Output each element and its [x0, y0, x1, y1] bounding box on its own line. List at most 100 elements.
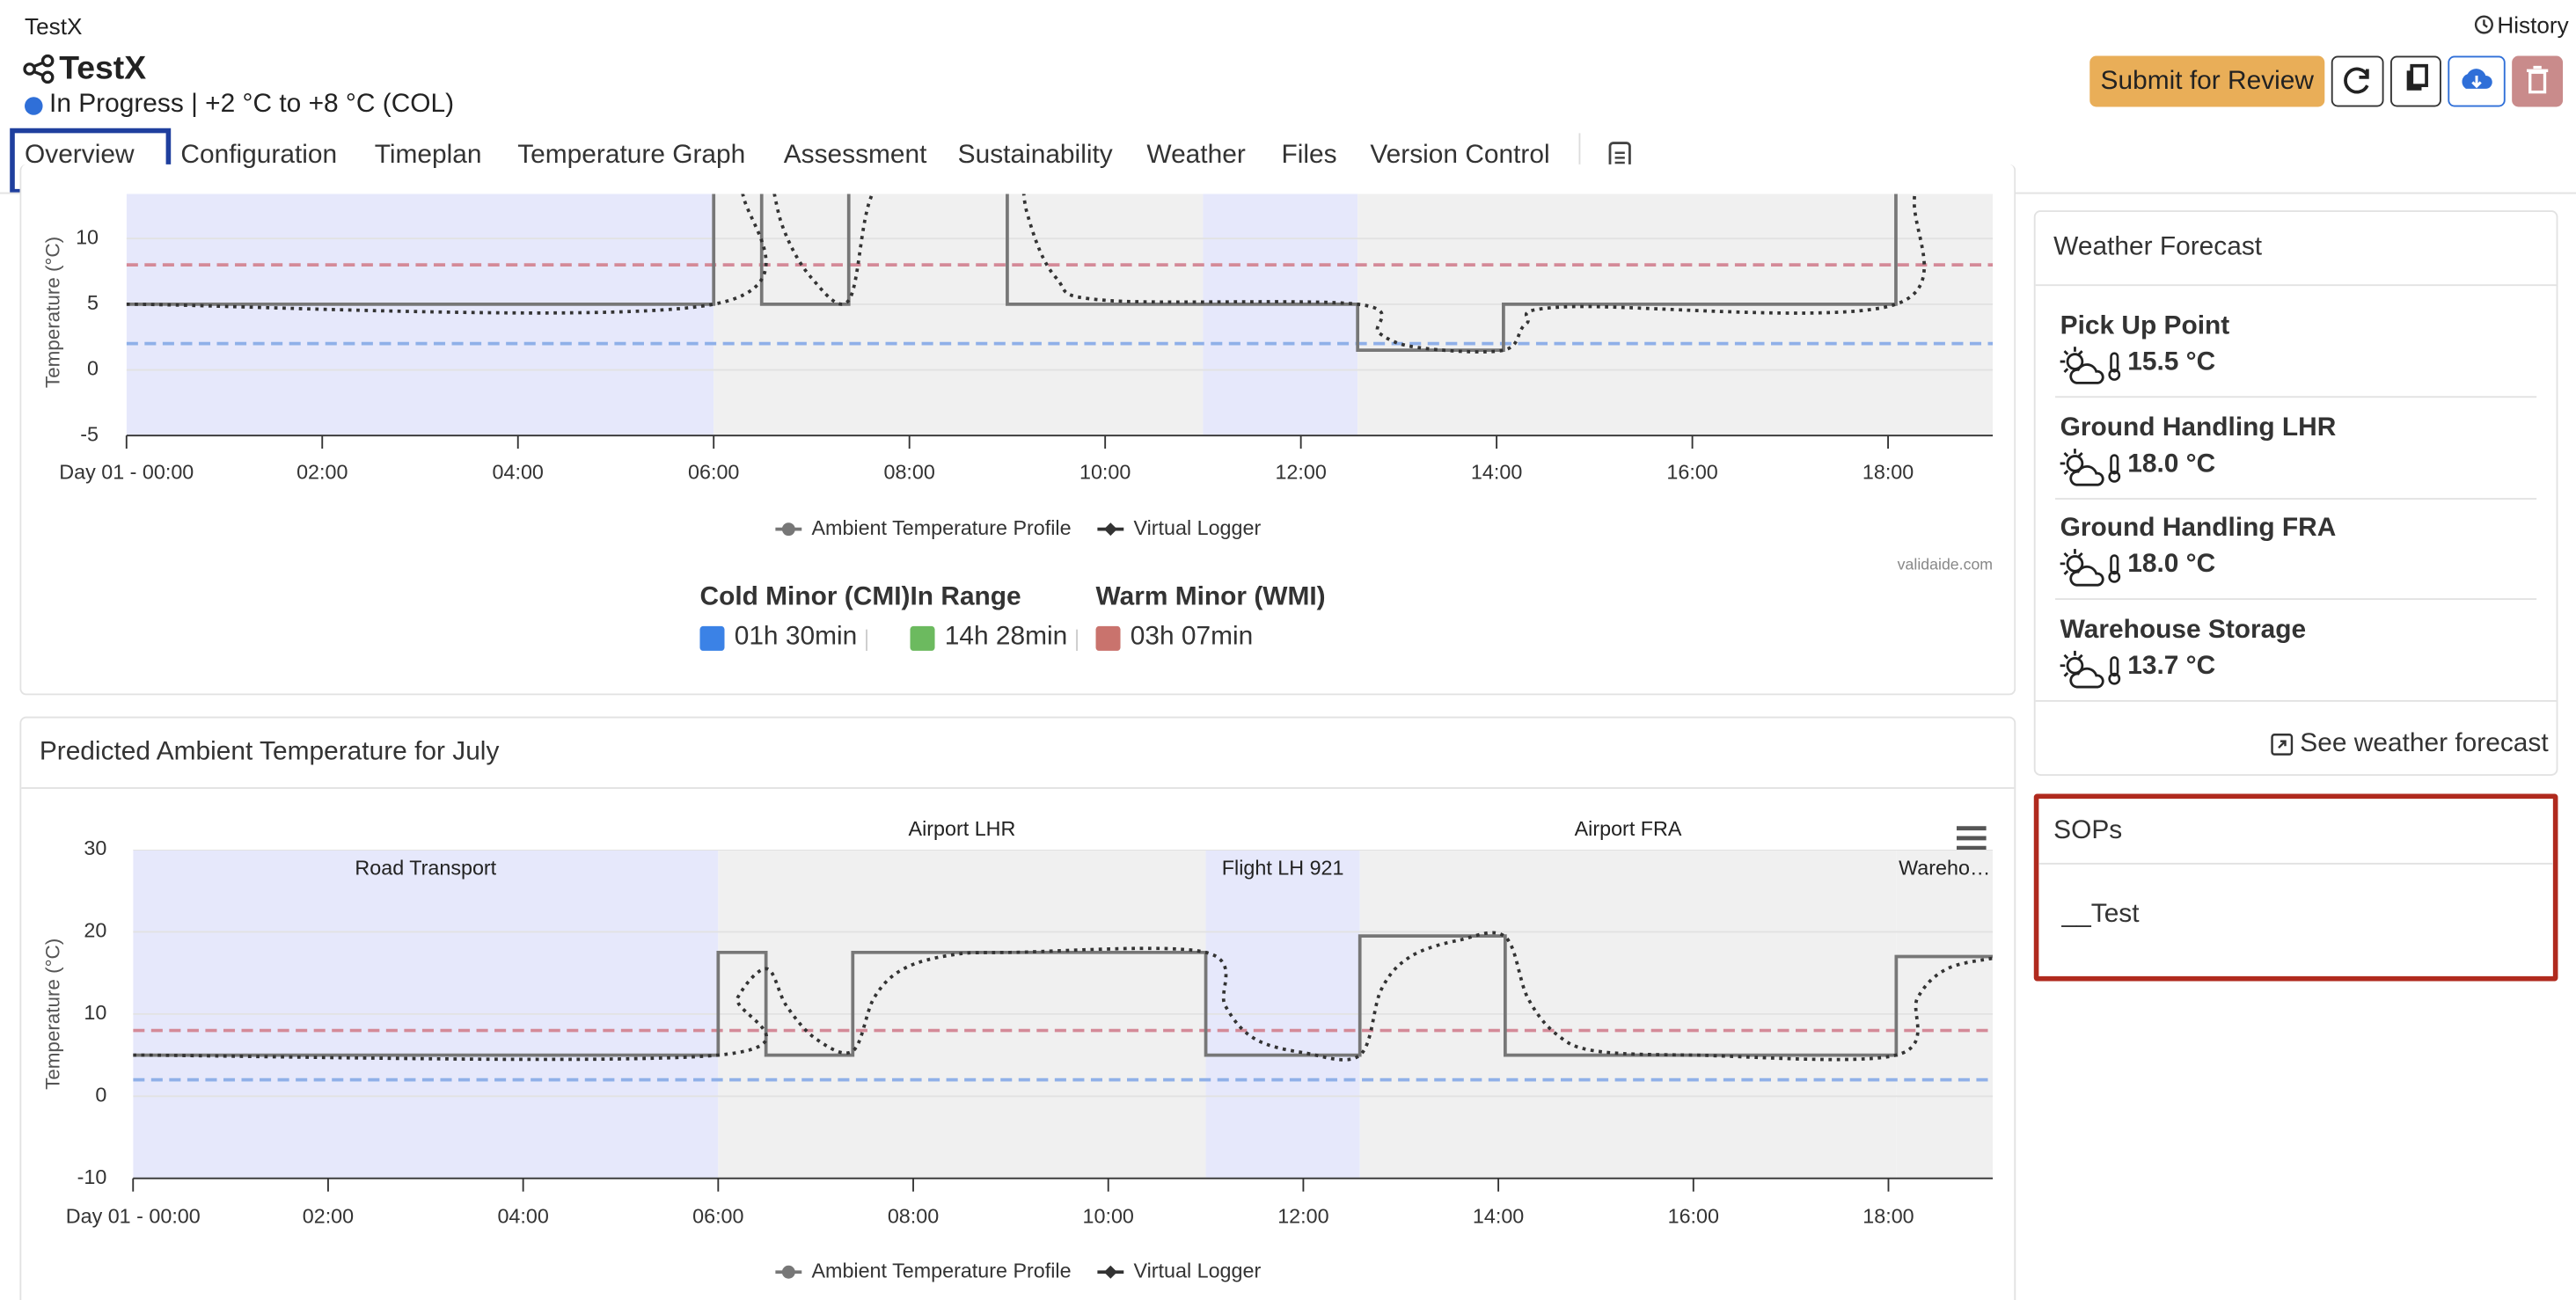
x-tick-label: 06:00 — [692, 1205, 743, 1228]
phase-band — [714, 194, 1204, 436]
tab[interactable]: Timeplan — [374, 141, 482, 170]
legend-label: Ambient Temperature Profile — [811, 516, 1071, 539]
chart: Road Transport Airport LHR Flight LH 921 Ai… — [42, 817, 1994, 1282]
weather-location: Warehouse Storage — [2060, 615, 2307, 644]
x-tick-label: 16:00 — [1668, 1205, 1719, 1228]
weather-divider — [2055, 396, 2537, 398]
status-dot — [25, 97, 43, 115]
x-tick-label: 14:00 — [1471, 460, 1522, 483]
legend-marker — [781, 522, 795, 537]
x-tick-label: 16:00 — [1666, 460, 1717, 483]
x-tick-label: Day 01 - 00:00 — [66, 1205, 201, 1228]
phase-label: Flight LH 921 — [1222, 857, 1344, 880]
tab[interactable]: Weather — [1146, 141, 1246, 170]
x-tick-label: 08:00 — [888, 1205, 939, 1228]
x-tick-label: 12:00 — [1275, 460, 1326, 483]
x-tick-label: 04:00 — [493, 460, 544, 483]
y-tick-label: 10 — [76, 225, 99, 248]
download-button[interactable] — [2448, 55, 2506, 107]
weather-location: Pick Up Point — [2060, 312, 2230, 340]
x-tick-label: 02:00 — [303, 1205, 354, 1228]
tab[interactable]: Assessment — [783, 141, 927, 170]
tab[interactable]: Files — [1281, 141, 1337, 170]
weather-card: Weather Forecast See weather forecast Pi… — [2033, 210, 2558, 776]
y-tick-label: 0 — [87, 357, 99, 380]
thermometer-icon — [2106, 352, 2123, 390]
summary-name: Warm Minor (WMI) — [1095, 583, 1326, 612]
summary-value: 14h 28min — [944, 623, 1068, 651]
weather-temp: 18.0 °C — [2127, 550, 2216, 579]
x-tick-label: 18:00 — [1862, 1205, 1914, 1228]
legend-marker — [781, 1265, 795, 1279]
weather-icon — [2059, 446, 2108, 497]
refresh-button[interactable] — [2331, 55, 2384, 107]
weather-location: Ground Handling LHR — [2060, 413, 2337, 442]
copy-icon — [2406, 63, 2428, 91]
weather-temp: 15.5 °C — [2127, 348, 2216, 376]
chart-menu[interactable] — [1957, 826, 1987, 851]
tab[interactable]: Sustainability — [957, 141, 1113, 170]
legend-marker — [1103, 1265, 1117, 1279]
phase-band — [1358, 194, 1994, 436]
sops-divider — [2038, 862, 2553, 865]
refresh-icon — [2344, 67, 2369, 94]
y-tick-label: -5 — [80, 422, 99, 445]
weather-temp: 18.0 °C — [2127, 449, 2216, 478]
weather-divider — [2055, 497, 2537, 500]
tab[interactable]: Overview — [25, 141, 135, 170]
legend-label: Virtual Logger — [1133, 516, 1261, 539]
tab-separator — [1578, 133, 1581, 183]
summary-separator — [866, 629, 867, 651]
phase-band — [1203, 194, 1358, 436]
weather-link[interactable]: See weather forecast — [2300, 729, 2549, 758]
y-tick-label: 20 — [84, 919, 106, 942]
thermometer-icon — [2106, 554, 2123, 592]
y-tick-label: 0 — [95, 1083, 106, 1106]
sop-item[interactable]: __Test — [2061, 900, 2140, 929]
weather-temp: 13.7 °C — [2127, 651, 2216, 680]
y-tick-label: 10 — [84, 1001, 106, 1024]
panel-divider — [21, 787, 2015, 789]
breadcrumb[interactable]: TestX — [25, 12, 83, 40]
copy-button[interactable] — [2389, 55, 2441, 107]
tab[interactable]: Temperature Graph — [517, 141, 746, 170]
x-tick-label: Day 01 - 00:00 — [59, 460, 194, 483]
thermometer-icon — [2106, 453, 2123, 491]
summary-swatch — [910, 625, 935, 651]
history-icon — [2474, 15, 2493, 34]
x-tick-label: 02:00 — [296, 460, 348, 483]
weather-divider — [2055, 598, 2537, 601]
weather-icon — [2059, 547, 2108, 598]
weather-divider — [2035, 699, 2557, 701]
summary-swatch — [1095, 625, 1121, 651]
x-tick-label: 18:00 — [1862, 460, 1914, 483]
phase-label: Airport FRA — [1575, 817, 1682, 840]
x-tick-label: 12:00 — [1277, 1205, 1328, 1228]
trash-icon — [2526, 65, 2549, 94]
phase-band — [126, 194, 714, 436]
plot-area — [133, 850, 1994, 1179]
phase-label: Wareho… — [1899, 857, 1990, 880]
summary-value: 03h 07min — [1130, 623, 1254, 651]
submit-button[interactable]: Submit for Review — [2089, 55, 2325, 107]
history-link[interactable]: History — [2497, 11, 2569, 38]
tab[interactable]: Version Control — [1370, 141, 1550, 170]
summary-value: 01h 30min — [734, 623, 858, 651]
sops-title: SOPs — [2053, 816, 2123, 845]
y-axis-label: Temperature (°C) — [42, 237, 64, 388]
tab[interactable]: Configuration — [180, 141, 338, 170]
legend-marker — [1103, 522, 1117, 537]
download-icon — [2462, 69, 2492, 89]
summary-name: Cold Minor (CMI) — [699, 583, 911, 612]
y-tick-label: 5 — [87, 291, 99, 314]
y-tick-label: -10 — [77, 1165, 107, 1188]
panel-title: Predicted Ambient Temperature for July — [39, 737, 500, 766]
chart-credit: validaide.com — [1898, 555, 1993, 573]
delete-button[interactable] — [2512, 55, 2564, 107]
x-tick-label: 08:00 — [884, 460, 935, 483]
legend-label: Ambient Temperature Profile — [811, 1259, 1071, 1282]
series-line — [126, 194, 1898, 352]
y-axis-label: Temperature (°C) — [42, 938, 64, 1090]
